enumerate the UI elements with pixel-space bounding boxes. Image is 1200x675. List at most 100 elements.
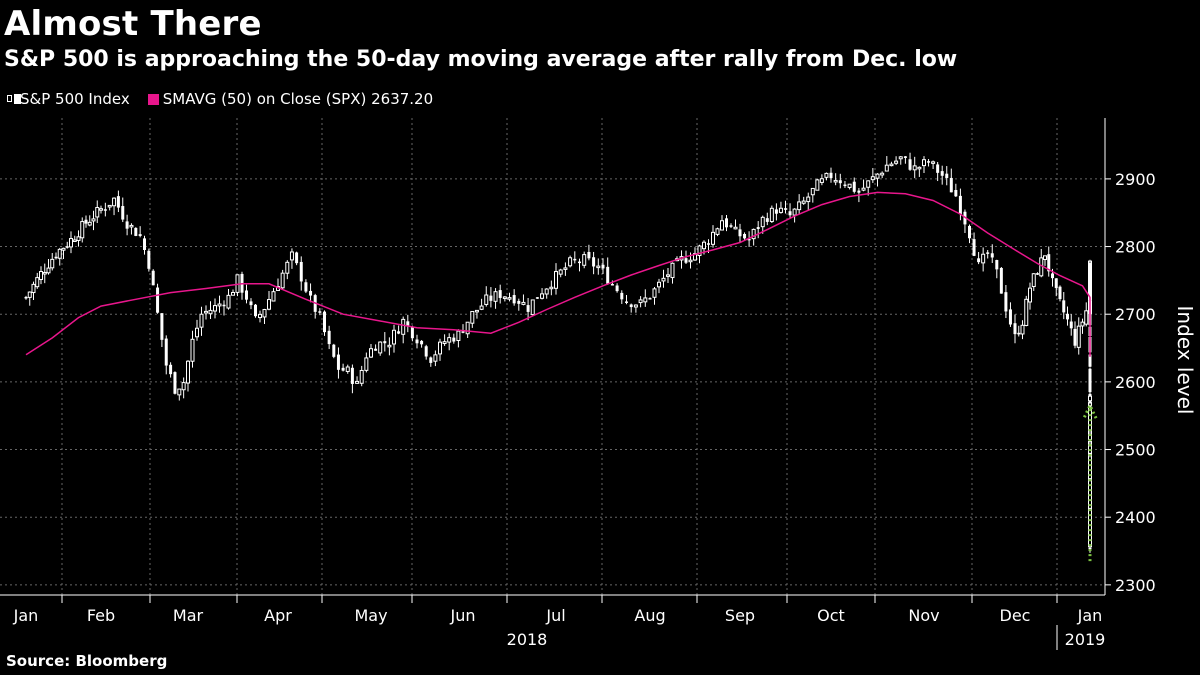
- candle-body-down: [765, 218, 769, 222]
- candle-body-up: [177, 388, 182, 396]
- candle-body-up: [715, 228, 720, 235]
- candle-body-up: [540, 293, 545, 299]
- candle-body-down: [1073, 328, 1077, 346]
- candle-body-down: [908, 159, 912, 170]
- candle-body-up: [1031, 273, 1036, 288]
- candle-body-down: [160, 313, 164, 340]
- x-tick-label: May: [354, 606, 387, 625]
- candle-body-down: [309, 290, 313, 296]
- candle-body-down: [707, 243, 710, 245]
- candle-body-down: [116, 196, 120, 208]
- y-tick-label: 2800: [1115, 238, 1156, 257]
- candle-body-down: [1088, 372, 1092, 393]
- candle-body-up: [364, 357, 369, 371]
- chart-subtitle: S&P 500 is approaching the 50-day moving…: [4, 47, 958, 72]
- candle-body-up: [76, 236, 81, 241]
- candle-body-down: [151, 270, 155, 286]
- candle-body-up: [638, 299, 643, 304]
- candle-body-up: [392, 329, 396, 345]
- candle-body-up: [190, 338, 195, 362]
- candle-body-down: [684, 258, 688, 263]
- candle-body-up: [711, 231, 715, 245]
- candle-body-up: [922, 159, 926, 167]
- candle-body-down: [977, 258, 981, 263]
- candle-body-up: [258, 313, 262, 319]
- candle-body-up: [195, 327, 199, 338]
- candle-body-up: [596, 265, 601, 269]
- candle-body-down: [852, 181, 856, 192]
- candle-body-down: [1088, 286, 1092, 305]
- candle-body-down: [1088, 354, 1092, 367]
- candle-body-up: [1084, 310, 1089, 325]
- candle-body-up: [819, 178, 824, 183]
- candle-body-up: [57, 248, 62, 259]
- candle-body-down: [986, 252, 990, 254]
- candle-body-down: [829, 172, 833, 179]
- candle-body-up: [39, 271, 43, 280]
- candle-body-up: [633, 304, 638, 308]
- candle-body-up: [262, 309, 267, 318]
- candle-body-up: [87, 221, 92, 226]
- candle-body-down: [743, 233, 747, 239]
- candle-body-down: [125, 221, 129, 229]
- candle-body-up: [35, 277, 40, 288]
- candle-body-down: [134, 227, 138, 236]
- candle-body-up: [285, 261, 290, 274]
- candle-body-down: [397, 331, 401, 334]
- chart-title: Almost There: [4, 4, 262, 44]
- candle-body-up: [806, 196, 811, 203]
- candle-body-up: [847, 183, 852, 188]
- y-tick-label: 2500: [1115, 441, 1156, 460]
- candle-body-up: [433, 354, 438, 362]
- candle-body-down: [903, 156, 907, 158]
- candle-body-up: [801, 200, 806, 204]
- candle-body-down: [424, 346, 428, 357]
- candle-body-up: [99, 208, 103, 211]
- candle-body-up: [666, 274, 670, 277]
- candle-body-up: [456, 330, 461, 342]
- candle-body-down: [1066, 313, 1069, 320]
- candle-body-down: [498, 290, 502, 298]
- candle-body-down: [299, 261, 303, 282]
- candle-body-up: [80, 221, 85, 239]
- candle-body-up: [866, 180, 871, 188]
- candle-body-up: [447, 337, 452, 343]
- candle-body-down: [1088, 262, 1092, 289]
- candle-body-up: [733, 226, 738, 230]
- candle-body-down: [1051, 273, 1054, 279]
- candle-body-up: [217, 303, 222, 307]
- candle-body-up: [652, 288, 657, 298]
- candle-body-down: [84, 219, 88, 224]
- candle-body-down: [1013, 323, 1017, 335]
- candle-body-down: [615, 285, 619, 292]
- candle-body-down: [1008, 309, 1012, 325]
- x-tick-label: Jul: [545, 606, 565, 625]
- candle-body-down: [249, 301, 253, 306]
- candle-body-down: [222, 304, 226, 307]
- candle-body-up: [208, 309, 213, 315]
- candle-body-up: [479, 305, 484, 310]
- candle-body-down: [517, 300, 521, 304]
- candle-body-down: [774, 209, 778, 214]
- candle-body-up: [521, 301, 526, 305]
- y-tick-label: 2300: [1115, 576, 1156, 595]
- candle-body-down: [725, 218, 728, 228]
- candle-body-up: [889, 163, 894, 167]
- candle-body-down: [1004, 292, 1008, 312]
- candle-body-down: [526, 305, 530, 312]
- candle-body-down: [327, 330, 331, 345]
- candle-body-up: [280, 272, 285, 289]
- candle-body-down: [990, 253, 994, 258]
- candle-body-down: [1047, 254, 1051, 272]
- candle-body-down: [629, 304, 633, 308]
- candle-body-up: [751, 228, 756, 240]
- year-label: 2018: [507, 630, 548, 649]
- candle-body-down: [999, 267, 1003, 294]
- candle-body-up: [465, 321, 470, 335]
- candle-body-up: [112, 197, 117, 207]
- candle-body-down: [24, 296, 28, 299]
- candle-body-up: [289, 251, 294, 261]
- legend-label-spx: S&P 500 Index: [20, 90, 130, 108]
- candle-body-up: [267, 299, 271, 310]
- candle-body-up: [231, 291, 235, 296]
